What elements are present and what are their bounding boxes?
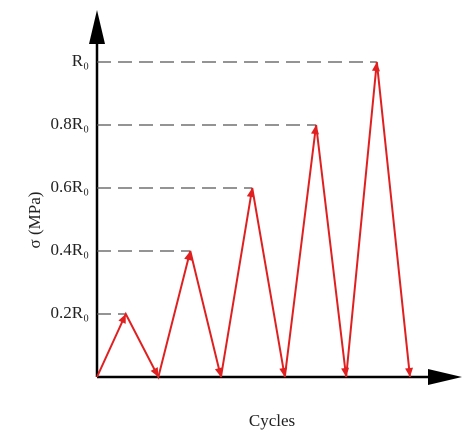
arrowhead — [279, 367, 288, 377]
arrowhead — [184, 251, 192, 261]
arrowhead — [341, 367, 350, 377]
y-tick-label: R₀ — [72, 51, 89, 70]
x-axis-label: Cycles — [249, 411, 295, 430]
arrowhead — [371, 62, 380, 72]
y-tick-label: 0.8R₀ — [50, 114, 89, 133]
x-axis-arrow — [428, 369, 462, 385]
y-tick-label: 0.6R₀ — [50, 177, 89, 196]
arrowhead — [150, 367, 159, 377]
y-tick-label: 0.2R₀ — [50, 303, 89, 322]
arrowhead — [311, 125, 319, 135]
data-line — [96, 61, 411, 380]
arrowhead — [405, 367, 414, 377]
arrowhead — [118, 314, 126, 324]
y-tick-label: 0.4R₀ — [50, 240, 89, 259]
arrowhead — [214, 367, 223, 377]
y-axis-arrow — [89, 10, 105, 44]
y-axis-label: σ (MPa) — [25, 192, 44, 249]
arrowhead — [246, 188, 255, 198]
